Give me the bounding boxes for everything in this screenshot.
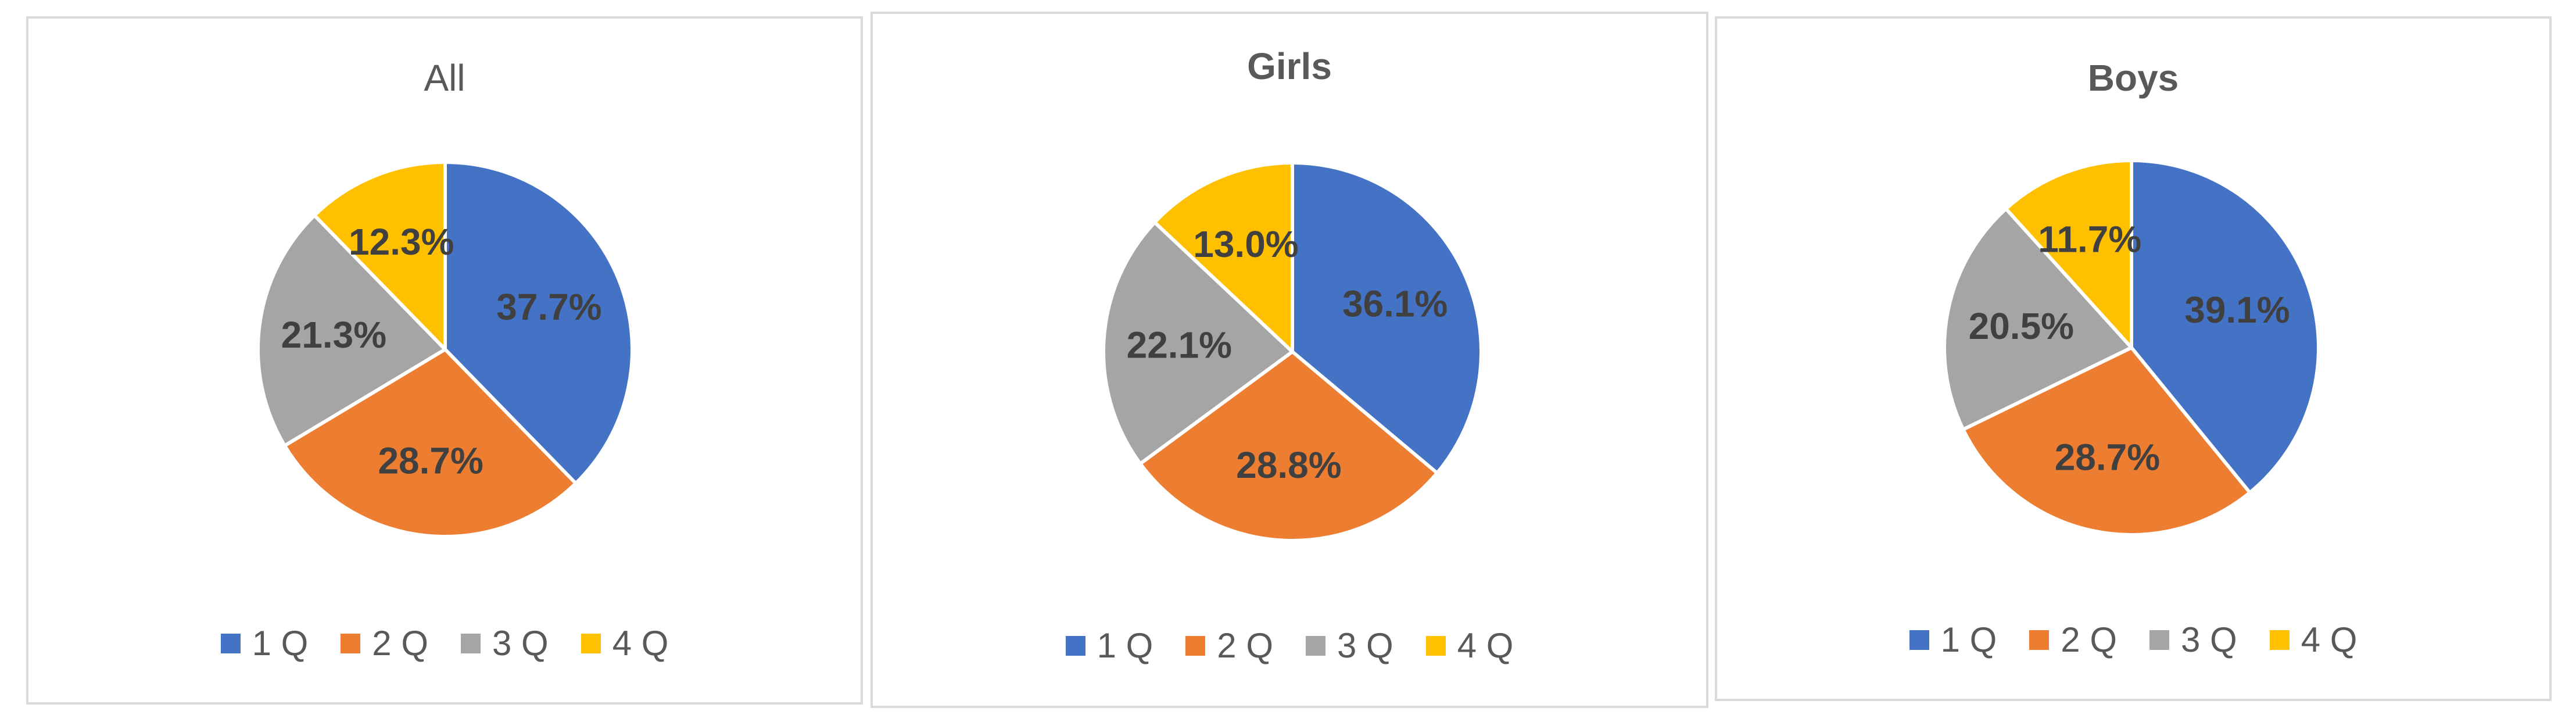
chart-panel-girls: Girls 36.1% 28.8% 22.1% 13.0% 1 Q 2 Q 3 Q 4… [870, 12, 1708, 708]
pie-slice-2q [1138, 350, 1439, 542]
legend-item-1q: 1 Q [1065, 626, 1153, 666]
legend-label-4q: 4 Q [2301, 620, 2358, 659]
legend-swatch-1q [220, 633, 241, 653]
legend-item-4q: 4 Q [1425, 626, 1514, 666]
legend-label-1q: 1 Q [252, 624, 309, 663]
chart-panel-boys: Boys 39.1% 28.7% 20.5% 11.7% 1 Q 2 Q 3 Q 4 … [1715, 16, 2552, 701]
legend-label-1q: 1 Q [1940, 620, 1997, 659]
chart-title: All [424, 57, 465, 99]
pie-slice-3q [1943, 207, 2133, 431]
legend-item-2q: 2 Q [1185, 626, 1273, 666]
pie-slice-1q [2130, 159, 2320, 495]
legend-label-2q: 2 Q [372, 624, 428, 663]
pie-slice-2q [282, 348, 578, 538]
legend-item-3q: 3 Q [1306, 626, 1393, 666]
legend-swatch-1q [1065, 635, 1085, 656]
legend-item-3q: 3 Q [461, 623, 549, 663]
data-label-1q: 39.1% [2184, 289, 2290, 331]
pie-slice-3q [1102, 220, 1294, 466]
legend-label-2q: 2 Q [2061, 620, 2117, 659]
legend-label-3q: 3 Q [492, 624, 549, 663]
data-label-4q: 13.0% [1193, 223, 1298, 265]
legend-swatch-2q [341, 633, 361, 653]
data-label-1q: 36.1% [1342, 283, 1448, 325]
legend-label-3q: 3 Q [1337, 626, 1393, 665]
legend-swatch-3q [461, 633, 481, 653]
pie-slice-1q [1291, 161, 1483, 475]
data-label-3q: 21.3% [281, 314, 386, 356]
chart-legend: 1 Q 2 Q 3 Q 4 Q [1717, 620, 2549, 660]
pie-chart: 36.1% 28.8% 22.1% 13.0% [1102, 161, 1483, 542]
data-label-2q: 28.7% [2055, 437, 2160, 478]
legend-item-2q: 2 Q [2029, 620, 2117, 660]
pie-slice-1q [443, 160, 634, 485]
legend-label-4q: 4 Q [612, 624, 669, 663]
legend-label-4q: 4 Q [1457, 626, 1514, 665]
legend-swatch-4q [581, 633, 601, 653]
legend-swatch-3q [1306, 635, 1325, 656]
legend-item-3q: 3 Q [2149, 620, 2237, 660]
legend-item-4q: 4 Q [581, 623, 669, 663]
legend-label-1q: 1 Q [1097, 626, 1153, 665]
pie-slice-3q [256, 213, 447, 448]
legend-swatch-4q [2269, 630, 2290, 650]
legend-swatch-2q [2029, 630, 2050, 650]
data-label-4q: 12.3% [349, 221, 454, 263]
data-label-3q: 22.1% [1127, 324, 1232, 366]
pie-slice-2q [1961, 346, 2252, 537]
chart-title: Girls [1247, 45, 1332, 87]
data-label-4q: 11.7% [2038, 219, 2141, 260]
chart-title: Boys [2087, 57, 2179, 99]
pie-slice-4q [2004, 159, 2133, 349]
legend-swatch-4q [1425, 635, 1446, 656]
chart-legend: 1 Q 2 Q 3 Q 4 Q [873, 626, 1706, 666]
data-label-3q: 20.5% [1969, 305, 2074, 347]
data-label-1q: 37.7% [496, 286, 601, 328]
legend-item-2q: 2 Q [341, 623, 428, 663]
chart-legend: 1 Q 2 Q 3 Q 4 Q [28, 623, 861, 663]
pie-chart: 37.7% 28.7% 21.3% 12.3% [256, 160, 634, 538]
data-label-2q: 28.7% [378, 440, 483, 482]
legend-item-1q: 1 Q [220, 623, 309, 663]
data-label-2q: 28.8% [1236, 444, 1341, 486]
pie-slice-4q [313, 160, 447, 351]
legend-label-3q: 3 Q [2181, 620, 2237, 659]
legend-item-1q: 1 Q [1909, 620, 1997, 660]
pie-chart: 39.1% 28.7% 20.5% 11.7% [1943, 159, 2320, 537]
chart-panel-all: All 37.7% 28.7% 21.3% 12.3% 1 Q 2 Q 3 Q 4 Q [26, 16, 863, 705]
legend-item-4q: 4 Q [2269, 620, 2358, 660]
legend-swatch-2q [1185, 635, 1206, 656]
pie-slice-4q [1153, 161, 1294, 353]
legend-swatch-1q [1909, 630, 1929, 650]
legend-label-2q: 2 Q [1217, 626, 1273, 665]
legend-swatch-3q [2149, 630, 2169, 650]
